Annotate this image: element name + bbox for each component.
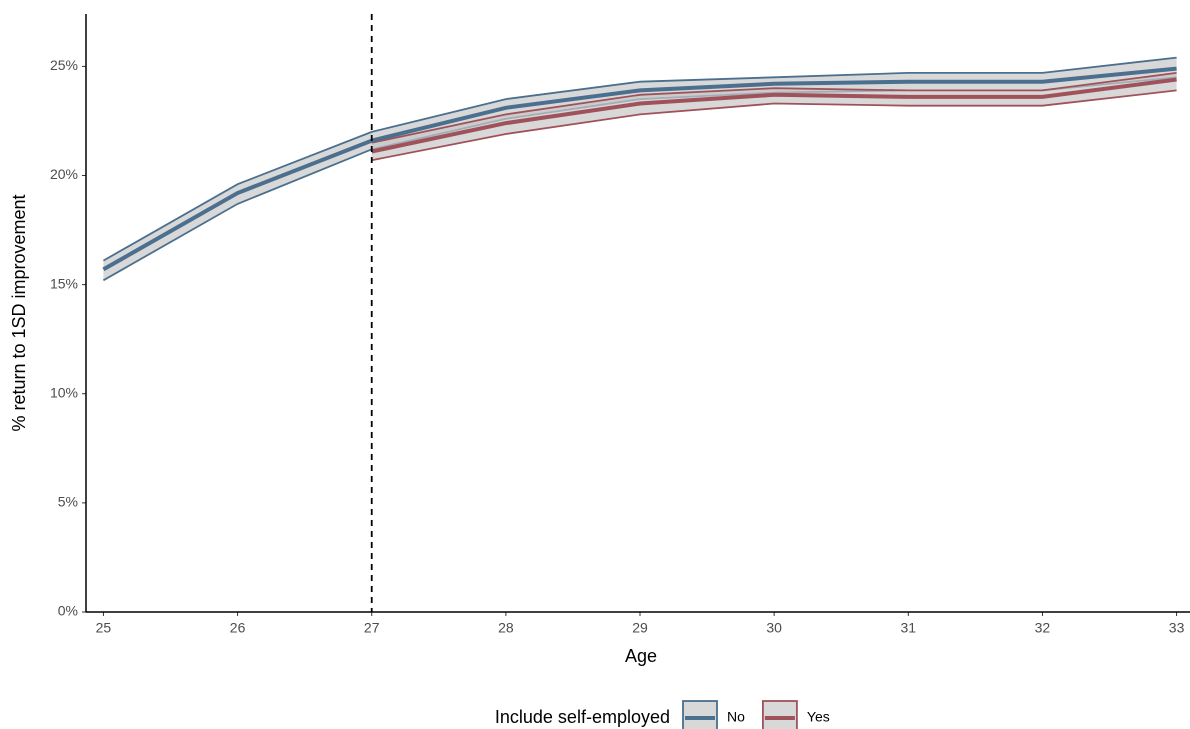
y-tick-label: 5%	[58, 494, 78, 510]
legend-label: Yes	[807, 709, 830, 725]
legend-label: No	[727, 709, 745, 725]
series-line	[371, 77, 1177, 154]
x-tick-label: 29	[632, 620, 648, 636]
confidence-band	[371, 72, 1177, 161]
legend-key	[762, 700, 798, 729]
band-edge	[102, 56, 1177, 262]
x-axis-title: Age	[625, 646, 657, 666]
x-tick-label: 27	[364, 620, 380, 636]
y-tick-label: 20%	[50, 166, 78, 182]
band-edge	[371, 72, 1177, 144]
legend-key	[682, 700, 718, 729]
x-tick-label: 32	[1035, 620, 1051, 636]
y-tick-label: 0%	[58, 603, 78, 619]
x-tick-label: 25	[96, 620, 112, 636]
band-edge	[371, 89, 1177, 162]
y-tick-label: 10%	[50, 384, 78, 400]
y-tick-label: 25%	[50, 57, 78, 73]
legend-title: Include self-employed	[495, 707, 670, 727]
series-line	[102, 66, 1177, 272]
x-tick-label: 28	[498, 620, 514, 636]
x-tick-label: 31	[901, 620, 917, 636]
x-tick-label: 33	[1169, 620, 1185, 636]
y-tick-label: 15%	[50, 275, 78, 291]
y-axis-title: % return to 1SD improvement	[9, 194, 29, 431]
x-tick-label: 26	[230, 620, 246, 636]
x-tick-label: 30	[766, 620, 782, 636]
legend: Include self-employed No Yes	[495, 700, 830, 729]
